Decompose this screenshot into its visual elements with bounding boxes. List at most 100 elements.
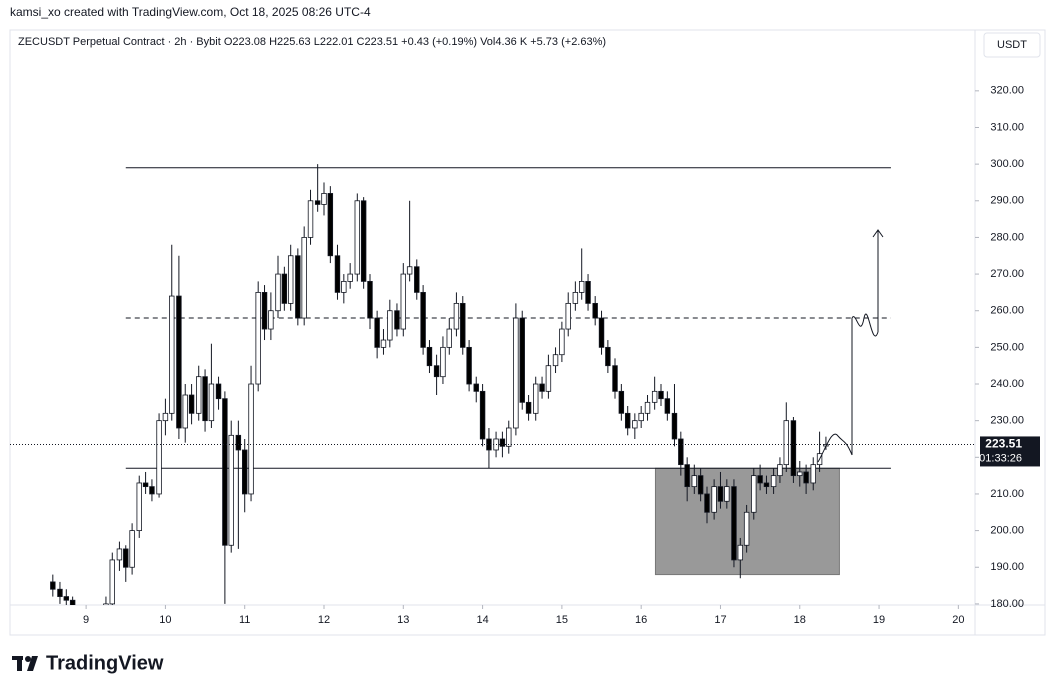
brand: TradingView <box>46 652 164 674</box>
candle-body <box>90 615 95 622</box>
candle-body <box>301 237 307 319</box>
candle-body <box>394 310 400 330</box>
candle-body <box>790 420 797 477</box>
x-tick-label: 13 <box>397 614 409 626</box>
candle-body <box>176 295 182 429</box>
candle-body <box>97 615 102 619</box>
candle-body <box>123 548 129 568</box>
candle-body <box>374 317 380 348</box>
candle-body <box>50 581 56 590</box>
candle-body <box>460 302 466 348</box>
y-tick-label: 260.00 <box>990 305 1024 317</box>
x-tick-label: 11 <box>239 614 250 626</box>
candle-body <box>644 401 651 414</box>
last-price-label: 223.51 <box>985 437 1022 451</box>
currency-box[interactable] <box>983 32 1041 58</box>
candle-body <box>196 376 202 414</box>
arrow-head <box>872 229 884 238</box>
candle-body <box>116 548 123 561</box>
projection-curve <box>851 313 879 337</box>
candle-body <box>737 544 744 561</box>
candle-body <box>453 302 460 330</box>
x-tick-label: 20 <box>952 614 964 626</box>
candle-body <box>678 438 684 466</box>
x-tick-label: 19 <box>873 614 885 626</box>
candle-body <box>406 266 413 275</box>
plot <box>50 164 891 622</box>
candle-body <box>182 394 188 429</box>
candle-body <box>295 255 301 319</box>
x-tick-label: 18 <box>794 614 806 626</box>
candle-body <box>697 475 704 495</box>
candle-body <box>156 420 162 495</box>
candle-body <box>188 394 195 414</box>
candle-body <box>499 438 506 447</box>
candle-body <box>763 482 770 488</box>
candle-body <box>711 486 717 513</box>
candle-body <box>77 611 82 618</box>
candle-body <box>506 427 512 447</box>
candle-body <box>783 420 789 466</box>
candle-body <box>513 317 519 429</box>
candle-body <box>400 273 407 330</box>
candle-body <box>202 376 208 422</box>
y-tick-label: 270.00 <box>990 268 1024 280</box>
candle-body <box>341 281 347 293</box>
x-tick-label: 10 <box>159 614 171 626</box>
x-tick-label: 17 <box>714 614 726 626</box>
candle-body <box>287 255 294 304</box>
candle-body <box>360 200 367 282</box>
y-tick-label: 230.00 <box>990 415 1024 427</box>
x-tick-label: 14 <box>476 614 488 626</box>
candle-body <box>414 266 420 293</box>
y-tick-label: 240.00 <box>990 378 1024 390</box>
y-tick-label: 180.00 <box>990 598 1024 610</box>
logo-part <box>25 656 31 662</box>
candle-body <box>109 559 116 605</box>
candle-body <box>618 390 625 414</box>
x-tick-label: 16 <box>635 614 647 626</box>
last-price-badge <box>980 436 1040 467</box>
candle-body <box>129 530 135 568</box>
y-tick-label: 280.00 <box>990 231 1024 243</box>
candle-body <box>261 291 268 330</box>
candle-body <box>228 434 234 546</box>
candle-body <box>578 281 585 293</box>
logo-part <box>27 656 38 671</box>
y-tick-label: 290.00 <box>990 195 1024 207</box>
x-tick-label: 9 <box>83 614 89 626</box>
candle-body <box>797 471 803 477</box>
y-tick-label: 310.00 <box>990 121 1024 133</box>
x-tick-label: 15 <box>556 614 568 626</box>
candle-body <box>314 200 321 205</box>
candle-body <box>466 346 472 385</box>
candle-body <box>268 310 274 330</box>
candle-body <box>592 302 598 319</box>
candle-body <box>248 383 254 495</box>
candle-body <box>426 346 433 367</box>
candle-body <box>743 511 750 546</box>
candle-body <box>691 475 698 488</box>
projection-curve <box>817 433 853 463</box>
candle-body <box>632 420 638 429</box>
candle-body <box>142 482 149 488</box>
candle-body <box>704 493 710 513</box>
candle-body <box>533 383 539 414</box>
candle-body <box>241 449 248 495</box>
candle-body <box>149 486 155 495</box>
candle-body <box>638 412 644 422</box>
y-tick-label: 210.00 <box>990 488 1024 500</box>
candle-body <box>572 291 579 304</box>
candle-body <box>684 464 690 488</box>
candle-body <box>440 346 446 378</box>
candle-body <box>658 390 664 400</box>
candle-body <box>169 295 175 414</box>
currency[interactable]: USDT <box>997 39 1027 51</box>
candle-body <box>717 486 724 502</box>
candle-body <box>525 401 532 414</box>
candle-body <box>208 383 215 422</box>
candle-body <box>275 273 281 312</box>
candle-body <box>559 328 565 356</box>
